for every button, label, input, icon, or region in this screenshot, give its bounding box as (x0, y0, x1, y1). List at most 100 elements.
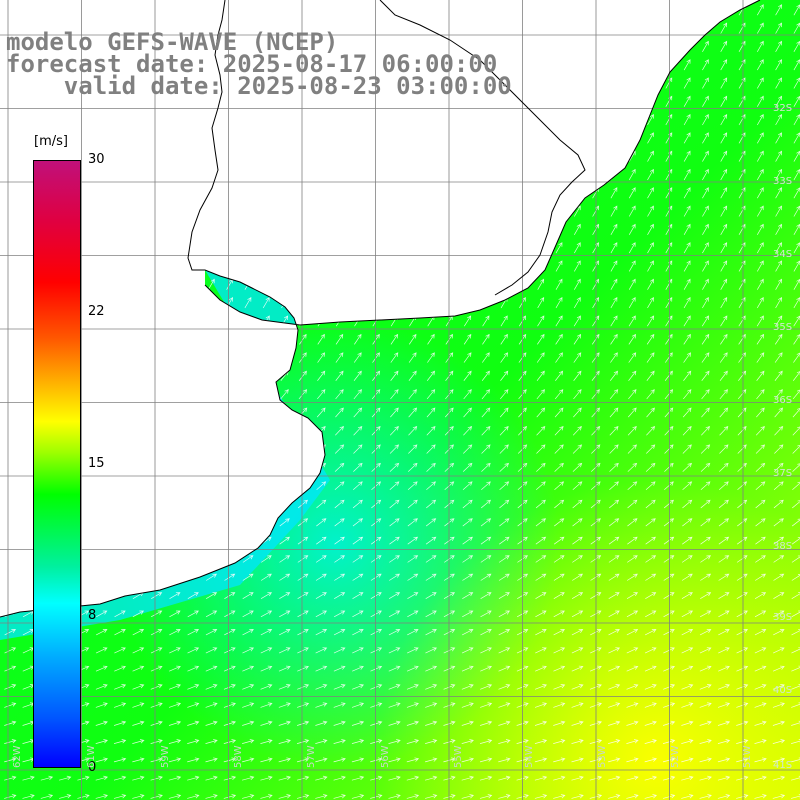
wind-arrow (189, 333, 197, 345)
wind-arrow (775, 150, 782, 162)
wind-arrow (297, 592, 309, 599)
wind-arrow (243, 370, 253, 381)
wind-arrow (720, 95, 728, 107)
wind-arrow (299, 205, 307, 217)
wind-arrow (114, 665, 126, 672)
wind-arrow (114, 555, 126, 563)
wind-arrow (737, 518, 748, 527)
wind-arrow (262, 113, 270, 126)
wind-arrow (189, 352, 197, 363)
wind-arrow (683, 352, 692, 363)
wind-arrow (115, 481, 125, 491)
wind-arrow (573, 132, 581, 144)
wind-arrow (482, 315, 490, 327)
wind-arrow (682, 407, 692, 418)
wind-arrow (225, 444, 235, 454)
wind-arrow (205, 610, 218, 618)
wind-arrow (353, 407, 363, 418)
wind-arrow (610, 77, 618, 89)
wind-arrow (537, 296, 545, 309)
wind-arrow (573, 352, 582, 363)
wind-arrow (97, 444, 107, 454)
wind-arrow (537, 132, 545, 144)
wind-arrow (537, 150, 545, 162)
wind-arrow (226, 132, 233, 144)
lat-label: 39S (773, 612, 793, 623)
wind-arrow (24, 150, 32, 162)
wind-arrow (720, 4, 728, 16)
wind-arrow (702, 205, 709, 217)
wind-arrow (390, 242, 398, 254)
wind-arrow (700, 462, 711, 472)
wind-arrow (756, 168, 764, 181)
wind-arrow (480, 684, 493, 690)
lon-label: 51W (742, 745, 753, 768)
wind-arrow (389, 425, 399, 436)
wind-arrow (153, 223, 160, 235)
wind-arrow (132, 702, 145, 708)
wind-arrow (537, 260, 545, 272)
wind-arrow (407, 462, 418, 472)
wind-arrow (720, 315, 728, 327)
wind-arrow (756, 4, 764, 16)
wind-arrow (134, 205, 142, 217)
wind-arrow (297, 629, 309, 636)
wind-arrow (389, 536, 400, 545)
wind-arrow (682, 462, 693, 472)
wind-arrow (24, 315, 32, 327)
wind-arrow (628, 389, 637, 400)
wind-arrow (334, 481, 345, 491)
wind-arrow (207, 370, 216, 381)
wind-arrow (24, 223, 32, 235)
wind-arrow (298, 389, 308, 400)
title-forecast-date: forecast date: 2025-08-17 06:00:00 (6, 50, 498, 78)
wind-arrow (736, 775, 749, 781)
wind-arrow (389, 518, 400, 527)
wind-arrow (134, 370, 143, 381)
wind-arrow (134, 296, 142, 309)
wind-arrow (755, 481, 766, 491)
wind-arrow (97, 425, 107, 436)
wind-arrow (206, 518, 217, 527)
wind-arrow (646, 333, 655, 345)
wind-arrow (717, 739, 731, 744)
wind-arrow (609, 370, 619, 381)
wind-arrow (114, 684, 127, 690)
wind-arrow (333, 610, 346, 618)
wind-arrow (461, 647, 474, 654)
wind-arrow (224, 573, 236, 581)
wind-arrow (98, 260, 105, 272)
wind-arrow (719, 389, 728, 400)
wind-arrow (647, 223, 654, 235)
wind-arrow (260, 757, 273, 763)
wind-arrow (151, 444, 162, 454)
wind-arrow (628, 296, 636, 309)
wind-arrow (352, 592, 364, 599)
wind-arrow (756, 132, 764, 144)
wind-arrow (170, 462, 180, 472)
wind-arrow (351, 720, 365, 726)
wind-arrow (244, 168, 252, 181)
wind-arrow (389, 444, 400, 454)
wind-arrow (317, 242, 325, 254)
wind-arrow (354, 205, 362, 217)
wind-arrow (24, 132, 32, 144)
wind-arrow (663, 555, 675, 563)
wind-arrow (573, 315, 581, 327)
wind-arrow (97, 389, 106, 400)
wind-arrow (115, 370, 124, 381)
wind-arrow (499, 425, 509, 436)
wind-arrow (281, 205, 288, 217)
wind-arrow (242, 775, 255, 781)
wind-arrow (336, 260, 343, 272)
wind-arrow (756, 260, 764, 272)
wind-arrow (572, 462, 583, 472)
wind-arrow (114, 536, 126, 545)
wind-arrow (461, 739, 474, 744)
wind-arrow (628, 205, 636, 217)
wind-arrow (573, 59, 581, 71)
wind-arrow (683, 260, 691, 272)
wind-arrow (22, 794, 35, 799)
wind-arrow (554, 389, 564, 400)
wind-arrow (772, 702, 785, 708)
